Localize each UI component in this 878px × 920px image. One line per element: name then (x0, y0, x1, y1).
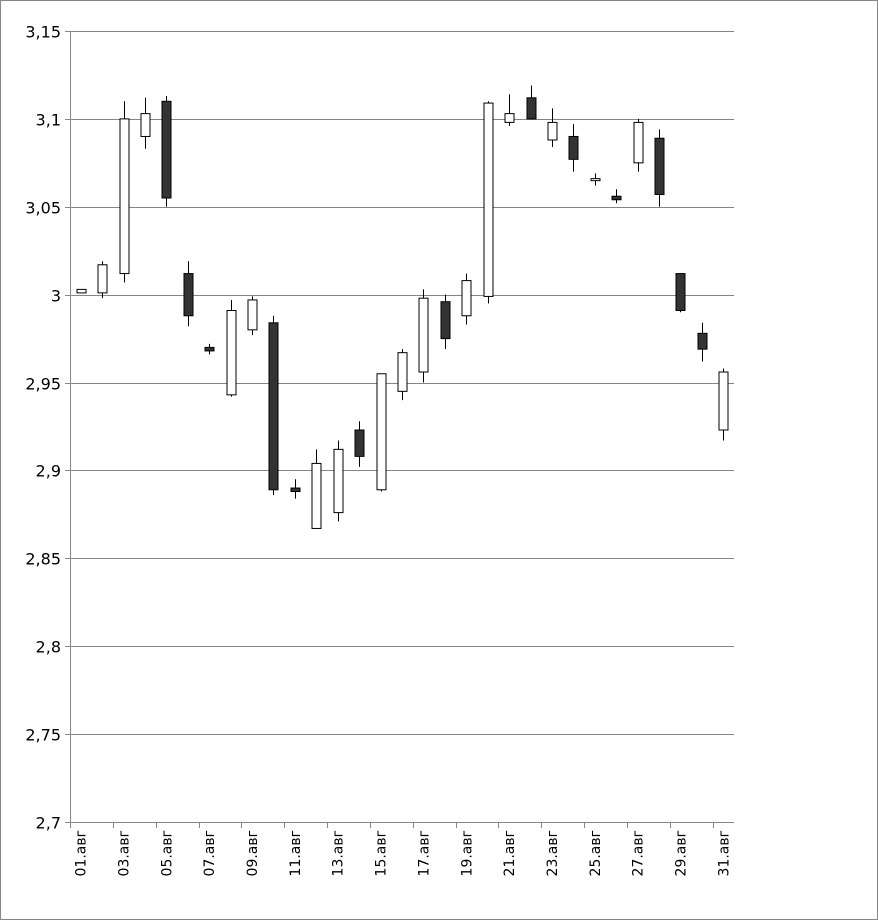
x-axis-tick-labels: 01.авг 03.авг 05.авг 07.авг 09.авг 11.авг 13.а… (74, 830, 733, 876)
x-tick-label: 31.авг (716, 830, 732, 876)
candle-10.авг (268, 315, 279, 496)
y-tick-label: 2,75 (25, 726, 61, 745)
candle-22.авг (526, 85, 537, 120)
candle-05.авг (161, 96, 172, 207)
candle-body (633, 121, 644, 164)
candle-18.авг (440, 294, 451, 350)
y-tick-label: 2,9 (36, 462, 61, 481)
y-tick-label: 2,85 (25, 550, 61, 569)
candle-body (183, 273, 194, 317)
x-tick-label: 17.авг (416, 830, 432, 876)
x-tick-label: 07.авг (202, 830, 218, 876)
candle-12.авг (311, 449, 322, 529)
candle-body (376, 373, 387, 491)
candle-body (568, 135, 579, 160)
candle-30.авг (697, 322, 708, 362)
candle-body (590, 178, 601, 182)
candle-09.авг (247, 296, 258, 336)
candle-25.авг (590, 173, 601, 186)
y-tick-label: 2,7 (36, 814, 61, 833)
candle-28.авг (654, 129, 665, 207)
candle-body (226, 309, 237, 396)
candle-31.авг (718, 368, 729, 441)
y-tick-label: 3,05 (25, 199, 61, 218)
candle-body (418, 297, 429, 373)
axes (65, 31, 714, 828)
candle-06.авг (183, 261, 194, 327)
candle-24.авг (568, 124, 579, 172)
candle-body (333, 448, 344, 514)
candle-02.авг (97, 261, 108, 299)
x-tick-label: 15.авг (374, 830, 390, 876)
candle-26.авг (611, 189, 622, 204)
x-tick-label: 13.авг (331, 830, 347, 876)
candle-body (311, 462, 322, 529)
y-tick-label: 2,8 (36, 638, 61, 657)
x-tick-label: 03.авг (117, 830, 133, 876)
candle-20.авг (483, 101, 494, 304)
candle-13.авг (333, 440, 344, 522)
candle-body (397, 352, 408, 392)
y-tick-label: 3,1 (36, 111, 61, 130)
y-tick-label: 3,15 (25, 23, 61, 42)
x-tick-label: 11.авг (288, 830, 304, 876)
y-tick-label: 2,95 (25, 375, 61, 394)
candle-body (461, 280, 472, 317)
candle-29.авг (675, 273, 686, 313)
candle-07.авг (204, 343, 215, 355)
candle-body (290, 487, 301, 493)
x-tick-label: 27.авг (631, 830, 647, 876)
candle-body (526, 97, 537, 120)
y-axis-tick-labels: 2,7 2,75 2,8 2,85 2,9 2,95 3 3,05 3,1 3,15 (25, 23, 61, 833)
x-tick-label: 21.авг (502, 830, 518, 876)
candle-21.авг (504, 94, 515, 126)
candle-body (268, 322, 279, 491)
candle-body (440, 301, 451, 340)
candle-body (247, 299, 258, 331)
candle-04.авг (140, 97, 151, 149)
gridlines (70, 31, 734, 823)
candle-body (204, 346, 215, 352)
x-tick-label: 09.авг (245, 830, 261, 876)
candle-body (483, 102, 494, 297)
candle-16.авг (397, 349, 408, 401)
candle-19.авг (461, 273, 472, 325)
candle-body (119, 118, 130, 275)
candle-body (611, 195, 622, 201)
x-tick-label: 19.авг (459, 830, 475, 876)
x-tick-label: 01.авг (74, 830, 90, 876)
candle-27.авг (633, 118, 644, 172)
candle-08.авг (226, 299, 237, 397)
candle-body (76, 288, 87, 294)
candle-14.авг (354, 421, 365, 467)
candle-01.авг (76, 288, 87, 294)
candle-body (547, 121, 558, 141)
candle-03.авг (119, 101, 130, 283)
candle-15.авг (376, 373, 387, 492)
candle-body (718, 371, 729, 431)
x-tick-label: 23.авг (545, 830, 561, 876)
candles (76, 85, 729, 529)
candle-body (161, 100, 172, 199)
x-tick-label: 29.авг (673, 830, 689, 876)
candle-body (97, 264, 108, 294)
y-tick-label: 3 (51, 287, 61, 306)
candle-body (354, 429, 365, 457)
candle-body (140, 113, 151, 137)
candle-body (675, 273, 686, 311)
x-tick-label: 05.авг (159, 830, 175, 876)
x-tick-label: 25.авг (588, 830, 604, 876)
candle-11.авг (290, 479, 301, 499)
candle-body (504, 113, 515, 123)
candle-body (697, 332, 708, 350)
candle-body (654, 137, 665, 195)
candle-17.авг (418, 289, 429, 383)
candle-23.авг (547, 108, 558, 148)
